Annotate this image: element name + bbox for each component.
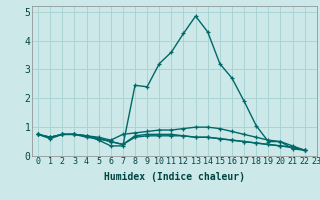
X-axis label: Humidex (Indice chaleur): Humidex (Indice chaleur) bbox=[104, 172, 245, 182]
